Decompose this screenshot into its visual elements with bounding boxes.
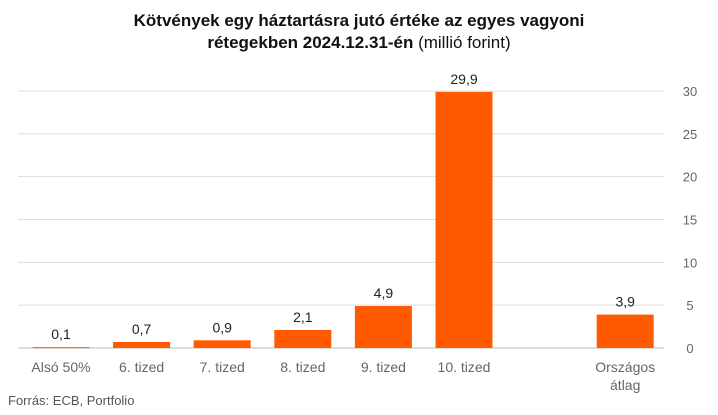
data-label: 0,7: [132, 321, 152, 337]
data-label: 29,9: [450, 71, 477, 87]
category-label: 7. tized: [200, 359, 245, 375]
y-tick-label: 15: [683, 213, 697, 228]
category-label: 9. tized: [361, 359, 406, 375]
category-label: 8. tized: [280, 359, 325, 375]
data-label: 2,1: [293, 309, 313, 325]
category-label: 10. tized: [438, 359, 491, 375]
source-note: Forrás: ECB, Portfolio: [8, 393, 135, 408]
data-label: 4,9: [374, 285, 394, 301]
category-label: átlag: [610, 377, 640, 393]
bar: [435, 91, 493, 349]
bar: [354, 306, 412, 348]
bar: [113, 342, 171, 348]
y-tick-label: 5: [686, 298, 693, 313]
chart-title-line2-unit: (millió forint): [413, 33, 511, 52]
y-tick-label: 20: [683, 170, 697, 185]
bar: [596, 314, 654, 348]
category-label: 6. tized: [119, 359, 164, 375]
bar: [274, 330, 332, 348]
data-label: 0,9: [212, 319, 232, 335]
y-tick-label: 25: [683, 127, 697, 142]
category-label: Alsó 50%: [31, 359, 90, 375]
bar: [32, 347, 90, 349]
y-tick-label: 10: [683, 255, 697, 270]
chart-title: Kötvények egy háztartásra jutó értéke az…: [0, 10, 718, 54]
data-label: 0,1: [51, 326, 71, 342]
chart-title-line1: Kötvények egy háztartásra jutó értéke az…: [133, 11, 585, 30]
bar: [193, 340, 251, 348]
category-label: Országos: [595, 359, 655, 375]
chart-title-line2-bold: rétegekben 2024.12.31-én: [207, 33, 414, 52]
chart-title-line2: rétegekben 2024.12.31-én (millió forint): [0, 32, 718, 54]
y-tick-label: 0: [686, 341, 693, 356]
y-tick-label: 30: [683, 84, 697, 99]
data-label: 3,9: [615, 294, 635, 310]
